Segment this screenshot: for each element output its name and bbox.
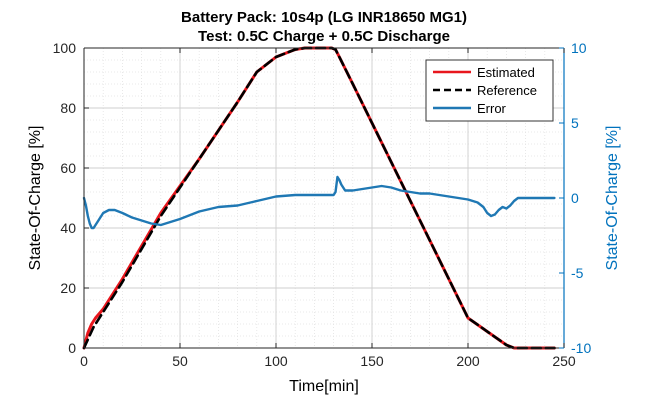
y-tick-label-left: 40 (60, 220, 76, 236)
x-tick-label: 200 (456, 353, 480, 369)
y-axis-label-left: State-Of-Charge [%] (27, 126, 44, 271)
legend-label-estimated: Estimated (477, 65, 535, 80)
y-axis-label-right: State-Of-Charge [%] (604, 126, 621, 271)
y-tick-label-left: 0 (68, 340, 76, 356)
x-tick-label: 0 (80, 353, 88, 369)
x-tick-label: 250 (552, 353, 576, 369)
x-tick-label: 50 (172, 353, 188, 369)
y-tick-label-right: 10 (571, 40, 587, 56)
y-tick-label-left: 100 (53, 40, 77, 56)
series-error (82, 175, 556, 230)
x-tick-label: 100 (264, 353, 288, 369)
y-tick-label-right: -5 (571, 265, 584, 281)
y-tick-label-left: 20 (60, 280, 76, 296)
y-tick-label-right: -10 (571, 340, 591, 356)
y-tick-label-left: 60 (60, 160, 76, 176)
y-tick-label-right: 5 (571, 115, 579, 131)
chart-title-line-2: Test: 0.5C Charge + 0.5C Discharge (198, 28, 450, 45)
x-tick-label: 150 (360, 353, 384, 369)
chart-title-line-1: Battery Pack: 10s4p (LG INR18650 MG1) (181, 9, 467, 26)
legend-label-error: Error (477, 101, 507, 116)
y-tick-label-right: 0 (571, 190, 579, 206)
y-tick-label-left: 80 (60, 100, 76, 116)
legend: Estimated Reference Error (425, 59, 554, 122)
axes-layer: 0 50 100 150 200 250 0 20 40 60 80 100 -10 -5 0 5 10 (53, 40, 592, 369)
legend-label-reference: Reference (477, 83, 537, 98)
x-axis-label: Time[min] (289, 378, 359, 395)
